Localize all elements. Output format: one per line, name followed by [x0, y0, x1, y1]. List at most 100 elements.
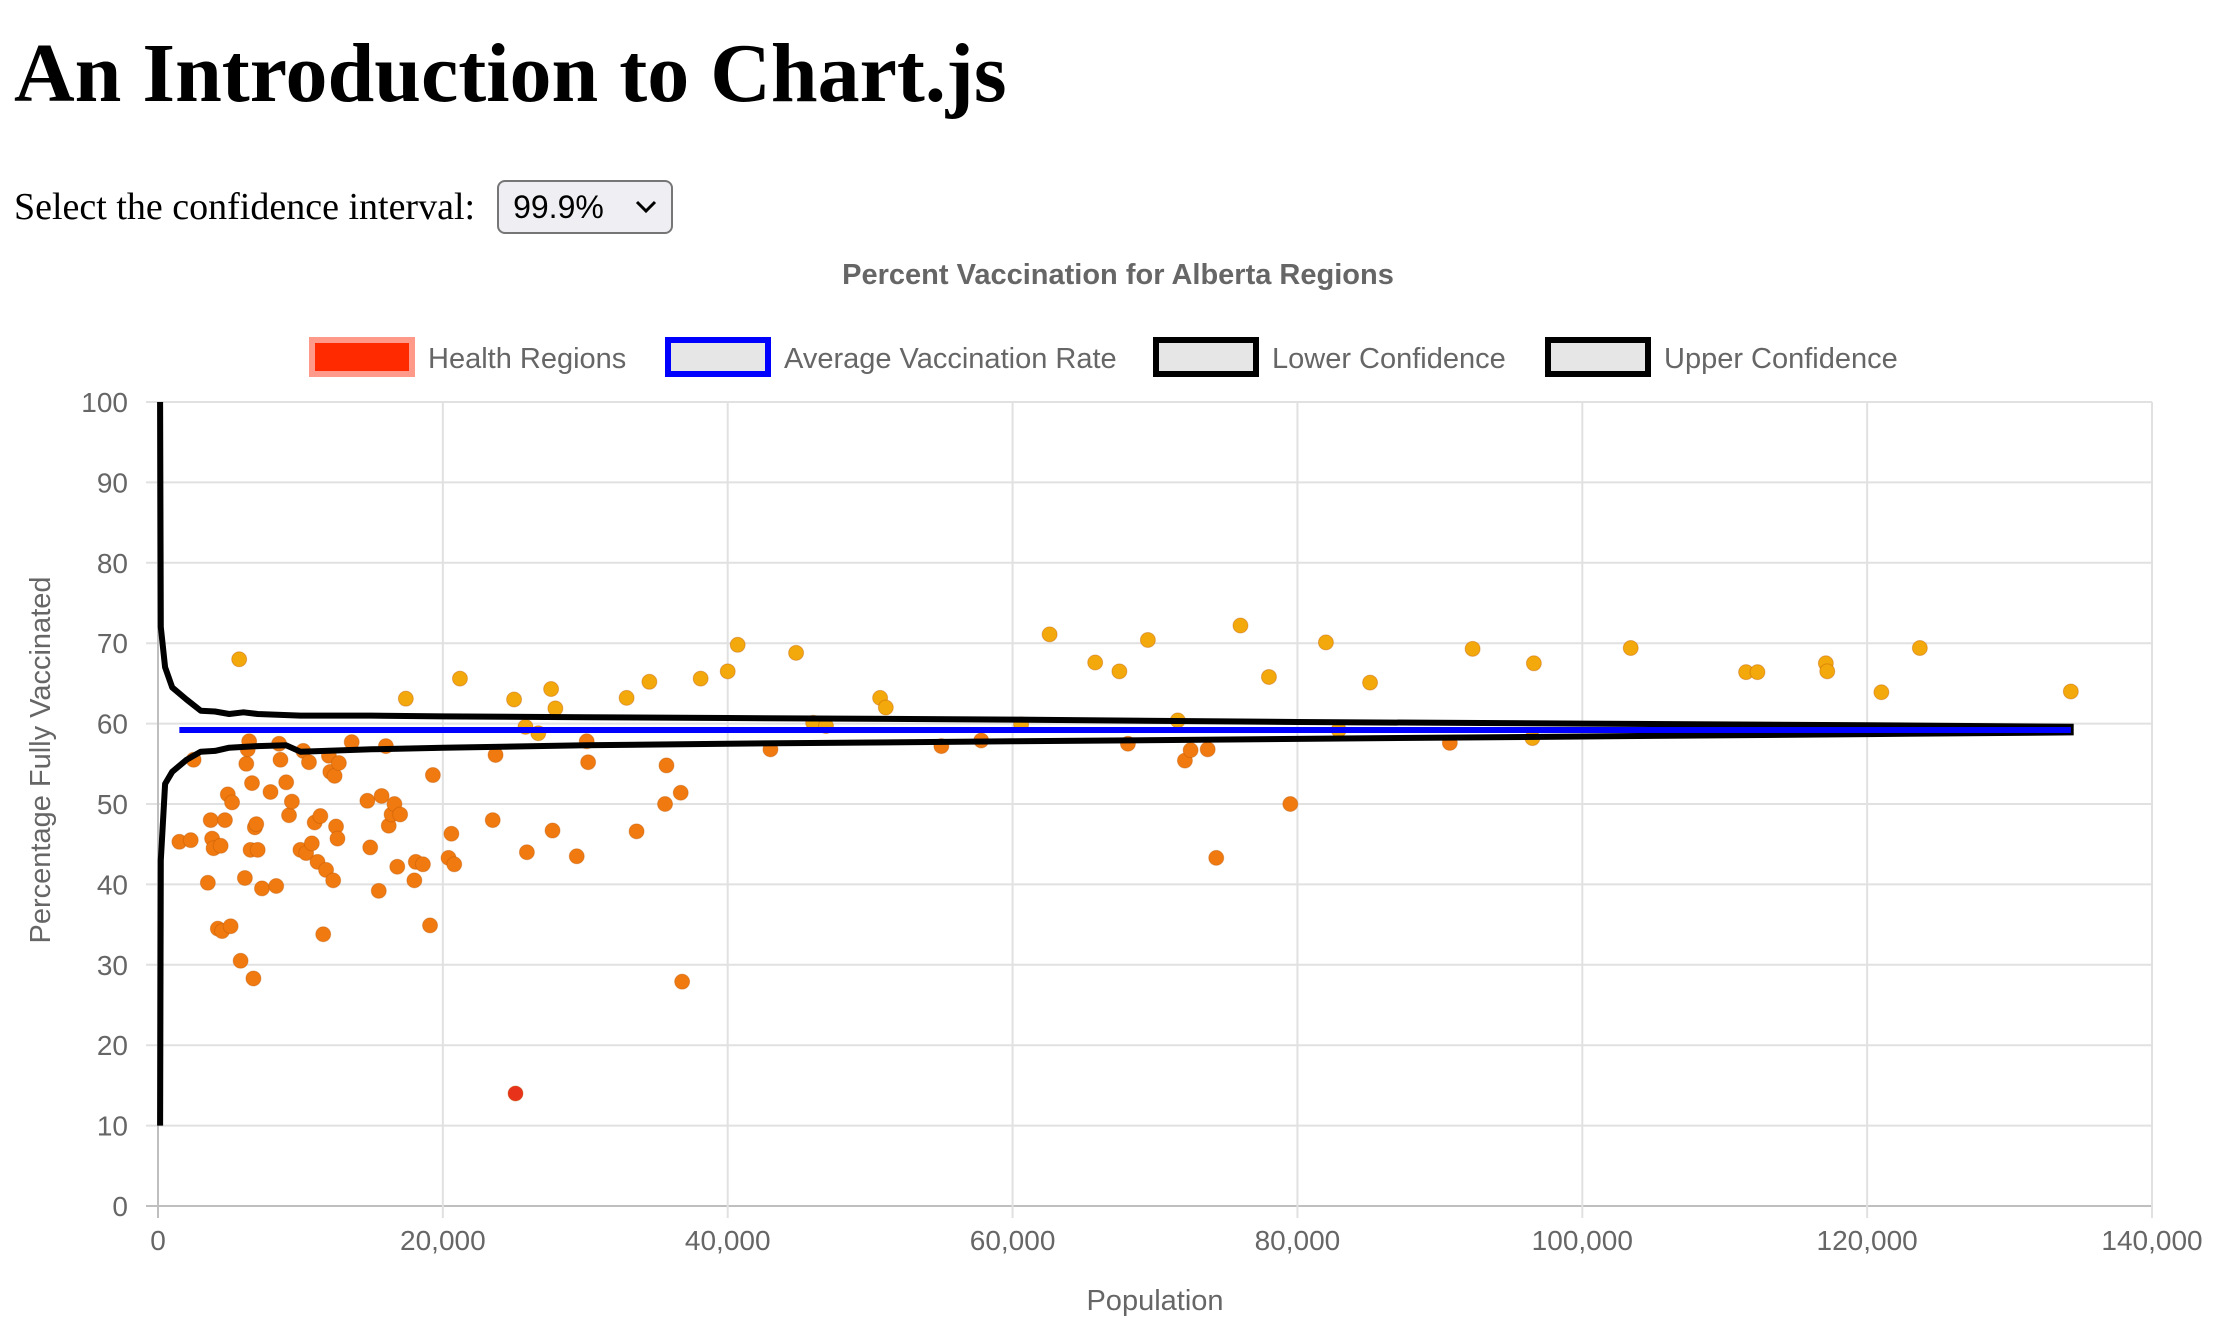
- legend-label: Upper Confidence: [1664, 343, 1898, 375]
- data-point: [283, 793, 300, 810]
- data-point: [1182, 742, 1199, 759]
- y-tick-label: 50: [97, 789, 128, 820]
- data-point: [1911, 640, 1928, 657]
- data-point: [507, 1085, 524, 1102]
- data-point: [202, 812, 219, 829]
- data-point: [674, 973, 691, 990]
- data-point: [446, 856, 463, 873]
- confidence-interval-control: Select the confidence interval: 99.9%: [14, 180, 674, 234]
- legend-label: Health Regions: [428, 343, 626, 375]
- x-tick-label: 40,000: [685, 1225, 771, 1256]
- x-axis-label: Population: [1086, 1285, 1223, 1317]
- x-tick-label: 20,000: [400, 1225, 486, 1256]
- data-point: [373, 787, 390, 804]
- x-tick-label: 100,000: [1532, 1225, 1633, 1256]
- y-tick-label: 80: [97, 548, 128, 579]
- y-tick-label: 10: [97, 1111, 128, 1142]
- data-point: [877, 699, 894, 716]
- data-point: [359, 792, 376, 809]
- data-point: [618, 689, 635, 706]
- chart-grid: [146, 401, 2153, 1218]
- vaccination-chart: Percent Vaccination for Alberta Regions …: [25, 259, 2203, 1317]
- y-tick-label: 60: [97, 709, 128, 740]
- data-point: [231, 651, 248, 668]
- data-point: [1087, 654, 1104, 671]
- data-point: [1525, 655, 1542, 672]
- data-point: [199, 874, 216, 891]
- data-point: [224, 794, 241, 811]
- data-point: [1362, 674, 1379, 691]
- data-point: [568, 848, 585, 865]
- data-point: [1232, 617, 1249, 634]
- data-point: [443, 825, 460, 842]
- data-point: [580, 754, 597, 771]
- legend-swatch: [665, 337, 771, 377]
- data-point: [451, 670, 468, 687]
- x-tick-label: 60,000: [970, 1225, 1056, 1256]
- data-point: [222, 918, 239, 935]
- data-point: [1873, 684, 1890, 701]
- data-point: [657, 796, 674, 812]
- data-point: [248, 816, 265, 833]
- data-point: [1622, 640, 1639, 657]
- confidence-interval-value: 99.9%: [513, 188, 604, 225]
- legend-swatch: [1153, 337, 1259, 377]
- y-axis-ticks: 0 10 20 30 40 50 60 70 80 90 100: [81, 387, 128, 1222]
- data-point: [547, 700, 564, 717]
- data-point: [1139, 631, 1156, 648]
- data-point: [658, 757, 675, 774]
- x-axis-ticks: 0 20,000 40,000 60,000 80,000 100,000 120,000 1…: [150, 1225, 2202, 1256]
- data-point: [249, 841, 266, 858]
- data-point: [268, 878, 285, 895]
- data-point: [1111, 663, 1128, 680]
- data-point: [424, 767, 441, 784]
- data-point: [1464, 640, 1481, 657]
- data-point: [788, 644, 805, 661]
- data-point: [484, 812, 501, 829]
- data-point: [216, 812, 233, 829]
- data-point: [370, 882, 387, 899]
- chart-title: Percent Vaccination for Alberta Regions: [842, 259, 1394, 291]
- x-tick-label: 0: [150, 1225, 166, 1256]
- page-title: An Introduction to Chart.js: [14, 27, 1007, 120]
- upper-confidence-line: [157, 401, 2074, 730]
- data-point: [244, 775, 261, 792]
- data-point: [1199, 741, 1216, 758]
- data-point: [315, 926, 332, 943]
- data-point: [232, 952, 249, 969]
- data-point: [406, 872, 423, 889]
- data-point: [281, 807, 298, 824]
- legend-label: Lower Confidence: [1272, 343, 1506, 375]
- confidence-interval-label: Select the confidence interval:: [14, 186, 476, 228]
- chart-series: [157, 401, 2079, 1126]
- data-point: [362, 839, 379, 856]
- data-point: [397, 690, 414, 707]
- data-point: [641, 673, 658, 690]
- y-tick-label: 0: [112, 1191, 128, 1222]
- data-point: [628, 823, 645, 840]
- confidence-interval-select[interactable]: 99.9%: [497, 180, 674, 234]
- data-point: [245, 970, 262, 987]
- data-point: [692, 670, 709, 687]
- data-point: [300, 754, 317, 771]
- legend-swatch: [309, 337, 415, 377]
- data-point: [182, 832, 199, 849]
- data-point: [238, 755, 255, 772]
- y-tick-label: 20: [97, 1030, 128, 1061]
- data-point: [325, 872, 342, 889]
- chevron-down-icon: [636, 200, 657, 214]
- y-tick-label: 90: [97, 467, 128, 498]
- data-point: [729, 636, 746, 653]
- data-point: [1819, 663, 1836, 680]
- y-tick-label: 40: [97, 869, 128, 900]
- data-point: [236, 869, 253, 886]
- data-point: [719, 663, 736, 680]
- lower-confidence-line: [157, 729, 2074, 1126]
- data-point: [1317, 634, 1334, 651]
- y-tick-label: 100: [81, 387, 128, 418]
- x-tick-label: 120,000: [1817, 1225, 1918, 1256]
- data-point: [672, 784, 689, 801]
- data-point: [278, 774, 295, 791]
- legend-swatch: [1545, 337, 1651, 377]
- data-point: [262, 783, 279, 800]
